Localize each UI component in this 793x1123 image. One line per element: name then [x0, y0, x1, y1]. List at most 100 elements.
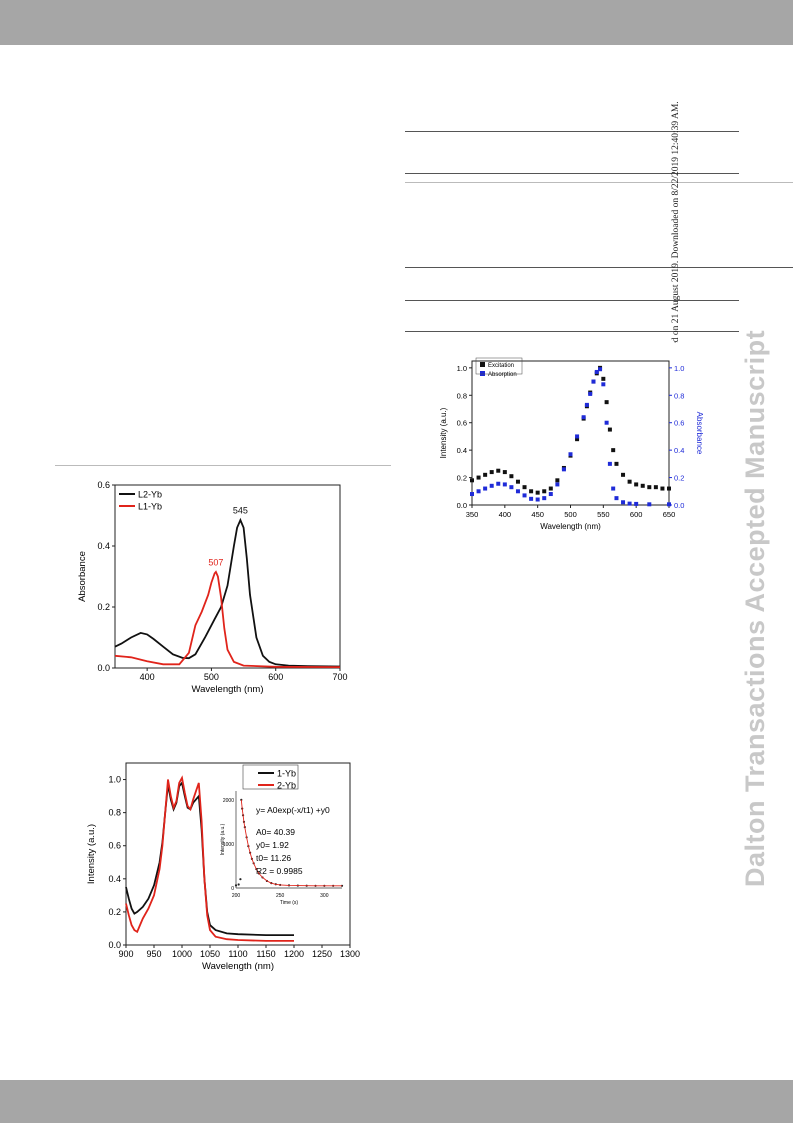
data-point-excitation — [542, 489, 547, 494]
plot-frame — [114, 484, 341, 669]
y-tick-label: 0.2 — [97, 602, 110, 612]
data-point-absorption — [470, 492, 474, 497]
table-rule — [405, 182, 793, 183]
y2-axis-label: Absorbance — [695, 412, 704, 455]
x-axis-label: Wavelength (nm) — [192, 684, 264, 695]
inset-data-point — [239, 878, 242, 881]
y-tick-label: 0.4 — [97, 541, 110, 551]
data-point-absorption — [667, 502, 671, 507]
x-tick-label: 500 — [564, 510, 577, 519]
data-point-excitation — [627, 479, 632, 484]
inset-y-tick-label: 2000 — [223, 798, 234, 804]
series-line-l1-yb — [114, 570, 341, 668]
inset-x-axis-label: Time (s) — [280, 900, 298, 906]
y-tick-label: 0.6 — [108, 841, 121, 851]
legend-box — [242, 764, 299, 790]
y-axis-label: Intensity (a.u.) — [439, 407, 448, 458]
data-point-absorption — [496, 481, 501, 486]
data-point-absorption — [601, 382, 606, 387]
data-point-absorption — [588, 391, 593, 396]
inset-data-point — [237, 883, 240, 886]
inset-x-tick-label: 250 — [276, 893, 285, 899]
y-tick-label: 0.2 — [457, 474, 467, 483]
data-point-excitation — [607, 427, 612, 432]
y2-tick-label: 0.2 — [674, 474, 684, 483]
y-tick-label: 0.4 — [108, 874, 121, 884]
journal-watermark: Dalton Transactions Accepted Manuscript — [740, 329, 770, 887]
x-tick-label: 1150 — [256, 949, 275, 959]
y2-tick-label: 0.4 — [674, 446, 684, 455]
y-axis-label: Intensity (a.u.) — [86, 824, 97, 884]
data-point-absorption — [634, 501, 639, 506]
x-tick-label: 450 — [531, 510, 544, 519]
y-tick-label: 1.0 — [457, 364, 467, 373]
inset-y-axis-label: Intensity (a.u.) — [220, 823, 226, 855]
x-tick-label: 1250 — [312, 949, 332, 959]
x-tick-label: 1100 — [228, 949, 247, 959]
data-point-excitation — [601, 376, 606, 381]
data-point-excitation — [667, 486, 671, 491]
data-point-absorption — [483, 486, 488, 491]
fit-equation: y= A0exp(-x/t1) +y0 — [256, 805, 330, 815]
data-point-absorption — [502, 482, 507, 487]
data-point-absorption — [548, 492, 553, 497]
x-tick-label: 1050 — [200, 949, 220, 959]
data-point-absorption — [515, 489, 520, 494]
data-point-excitation — [515, 479, 520, 484]
x-tick-label: 1000 — [172, 949, 192, 959]
data-point-excitation — [575, 437, 580, 442]
excitation-chart: 350 400 450 500 550 600 6500.00.20.40.60.81.0W… — [439, 357, 704, 531]
footer-band — [0, 1080, 793, 1123]
data-point-excitation — [653, 485, 658, 490]
fit-parameter: R2 = 0.9985 — [256, 866, 303, 876]
data-point-excitation — [470, 478, 474, 483]
data-point-excitation — [604, 400, 609, 405]
legend-label: 2-Yb — [277, 781, 296, 791]
y-tick-label: 1.0 — [108, 775, 121, 785]
data-point-excitation — [489, 470, 494, 475]
data-point-absorption — [509, 485, 514, 490]
data-point-absorption — [575, 434, 580, 439]
peak-label: 507 — [208, 557, 223, 567]
x-tick-label: 700 — [332, 672, 347, 682]
y-tick-label: 0.0 — [457, 501, 467, 510]
y2-tick-label: 1.0 — [674, 364, 684, 373]
x-tick-label: 650 — [663, 510, 676, 519]
data-point-absorption — [611, 486, 616, 491]
data-point-absorption — [621, 500, 626, 505]
legend-label: L2-Yb — [138, 490, 162, 500]
table-rule — [405, 267, 793, 268]
data-point-excitation — [660, 486, 665, 491]
x-tick-label: 400 — [140, 672, 155, 682]
data-point-absorption — [598, 367, 603, 372]
data-point-absorption — [522, 493, 527, 498]
data-point-absorption — [594, 369, 599, 374]
data-point-absorption — [581, 415, 586, 420]
legend-box — [475, 357, 523, 375]
data-point-absorption — [604, 420, 609, 425]
data-point-absorption — [476, 489, 481, 494]
data-point-excitation — [548, 486, 553, 491]
y-tick-label: 0.0 — [97, 663, 110, 673]
published-note: Published on 21 August 2019. Downloaded … — [671, 101, 681, 375]
header-band — [0, 0, 793, 45]
plot-frame — [125, 762, 351, 946]
data-point-excitation — [634, 482, 639, 487]
y-tick-label: 0.0 — [108, 940, 121, 950]
data-point-excitation — [476, 475, 481, 480]
series-line-l2-yb — [114, 517, 341, 668]
table-rule — [405, 173, 739, 174]
data-point-absorption — [584, 402, 589, 407]
data-point-absorption — [555, 482, 560, 487]
y-axis-label: Absorbance — [77, 551, 88, 602]
x-tick-label: 950 — [146, 949, 161, 959]
x-tick-label: 600 — [268, 672, 283, 682]
legend-label: Absorption — [488, 372, 517, 378]
plot-frame — [471, 360, 670, 506]
data-point-excitation — [614, 461, 619, 466]
data-point-excitation — [640, 483, 645, 488]
series-line-2-yb — [125, 775, 294, 942]
peak-label: 545 — [233, 506, 248, 516]
y-tick-label: 0.8 — [457, 391, 467, 400]
inset-x-tick-label: 200 — [232, 893, 241, 899]
